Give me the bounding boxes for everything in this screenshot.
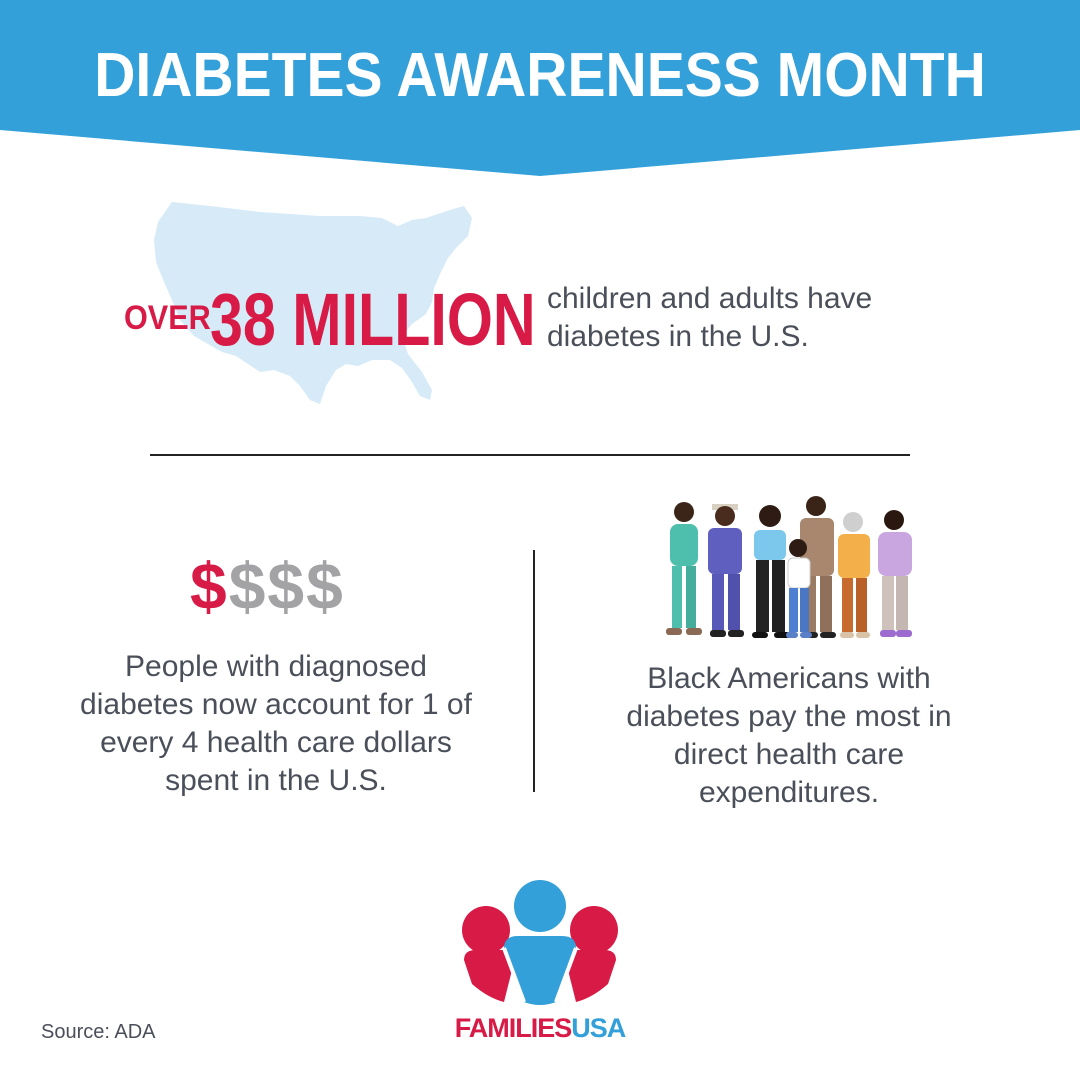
- person-teal: [666, 502, 702, 635]
- stat-number: 38 MILLION: [210, 278, 536, 361]
- person-lilac: [878, 510, 912, 637]
- person-purple-suit: [708, 504, 744, 637]
- logo-wordmark-usa: USA: [571, 1013, 626, 1043]
- dollar-signs: $$$$: [190, 546, 345, 626]
- person-blue-top: [752, 505, 790, 638]
- stat-description: children and adults have diabetes in the…: [547, 282, 873, 353]
- disparity-text: Black Americans with diabetes pay the mo…: [626, 662, 952, 809]
- person-child: [786, 539, 812, 638]
- usa-map-icon: [154, 202, 472, 404]
- stat-prefix: OVER: [124, 299, 211, 337]
- families-usa-logo-icon: [462, 880, 618, 1005]
- people-illustration: [666, 496, 912, 638]
- dollar-rest: $$$: [228, 549, 345, 623]
- logo-wordmark-families: FAMILIES: [454, 1013, 573, 1043]
- vertical-divider: [533, 550, 535, 792]
- dollar-highlight: $: [190, 549, 229, 623]
- logo-wordmark: FAMILIESUSA: [440, 1012, 640, 1044]
- cost-text: People with diagnosed diabetes now accou…: [80, 650, 472, 797]
- banner-background: [0, 0, 1080, 176]
- header-banner: DIABETES AWARENESS MONTH: [0, 0, 1080, 176]
- source-note: Source: ADA: [41, 1021, 156, 1043]
- horizontal-divider: [150, 454, 910, 456]
- page-title: DIABETES AWARENESS MONTH: [94, 41, 986, 110]
- person-orange: [838, 512, 870, 638]
